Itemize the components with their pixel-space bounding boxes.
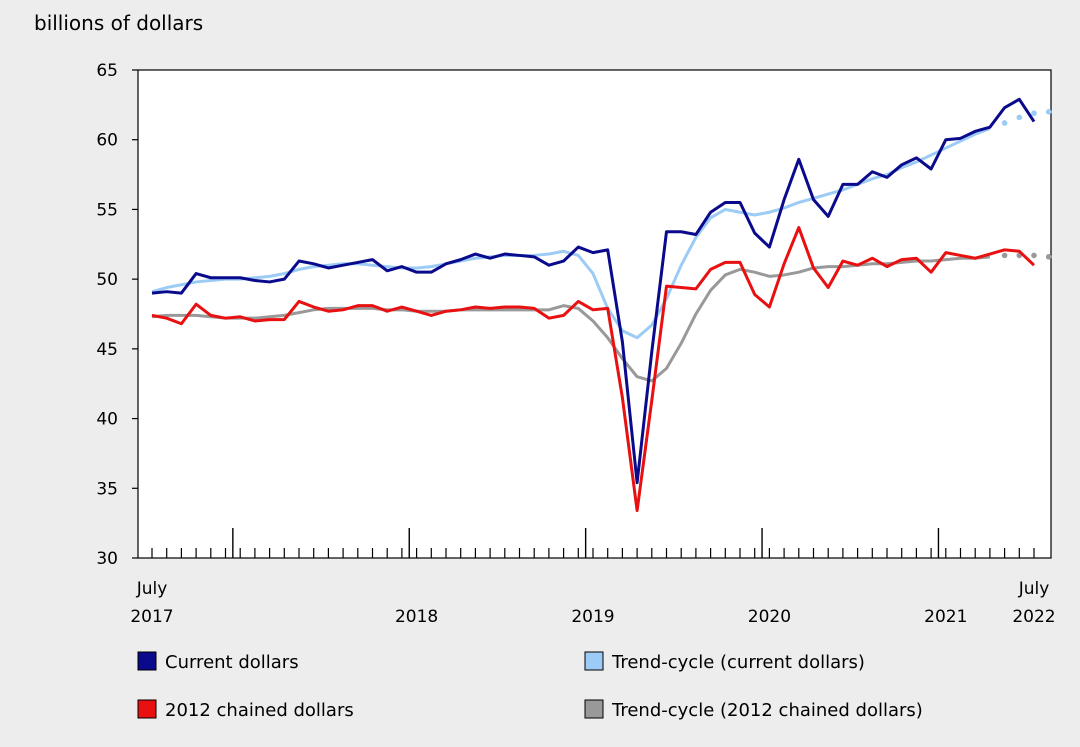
legend-label: Current dollars — [165, 652, 299, 673]
y-tick-label: 60 — [96, 131, 118, 151]
x-tick-label-year: 2018 — [395, 607, 438, 627]
legend-swatch — [137, 651, 157, 671]
y-axis: 30 35 40 45 50 55 60 65 — [96, 61, 138, 569]
legend-swatch — [584, 651, 604, 671]
series-point-provisional — [1045, 254, 1052, 260]
x-tick-label-year: 2020 — [748, 607, 791, 627]
y-axis-label: billions of dollars — [34, 11, 203, 35]
x-tick-label-month: July — [136, 579, 168, 599]
x-tick-label-year: 2019 — [571, 607, 614, 627]
y-tick-label: 65 — [96, 61, 118, 81]
x-tick-label-year: 2022 — [1012, 607, 1055, 627]
x-tick-label-month: July — [1018, 579, 1050, 599]
series-line — [151, 226, 1036, 513]
legend-swatch — [584, 699, 604, 719]
series-point-provisional — [1031, 252, 1037, 259]
y-tick-label: 50 — [96, 270, 118, 290]
legend: Current dollars Trend-cycle (current doll… — [137, 651, 923, 721]
x-axis: July 2017 2018 2019 2020 2021 July 2022 — [130, 528, 1056, 627]
y-tick-label: 30 — [96, 549, 118, 569]
legend-swatch — [137, 699, 157, 719]
legend-label: 2012 chained dollars — [165, 700, 354, 721]
series-point-provisional — [1031, 110, 1037, 117]
series-line — [151, 97, 1036, 485]
x-tick-label-year: 2021 — [924, 607, 967, 627]
plot-area — [137, 69, 1052, 559]
series-point-provisional — [1045, 109, 1052, 115]
y-tick-label: 55 — [96, 200, 118, 220]
y-tick-label: 40 — [96, 410, 118, 430]
series-point-provisional — [1016, 114, 1023, 121]
x-tick-label-year: 2017 — [130, 607, 173, 627]
series-point-provisional — [1001, 252, 1008, 259]
series-point-provisional — [1001, 120, 1008, 126]
y-tick-label: 45 — [96, 340, 118, 360]
y-tick-label: 35 — [96, 479, 118, 499]
legend-label: Trend-cycle (current dollars) — [611, 652, 865, 673]
legend-label: Trend-cycle (2012 chained dollars) — [611, 700, 923, 721]
series-lines — [151, 97, 1052, 513]
